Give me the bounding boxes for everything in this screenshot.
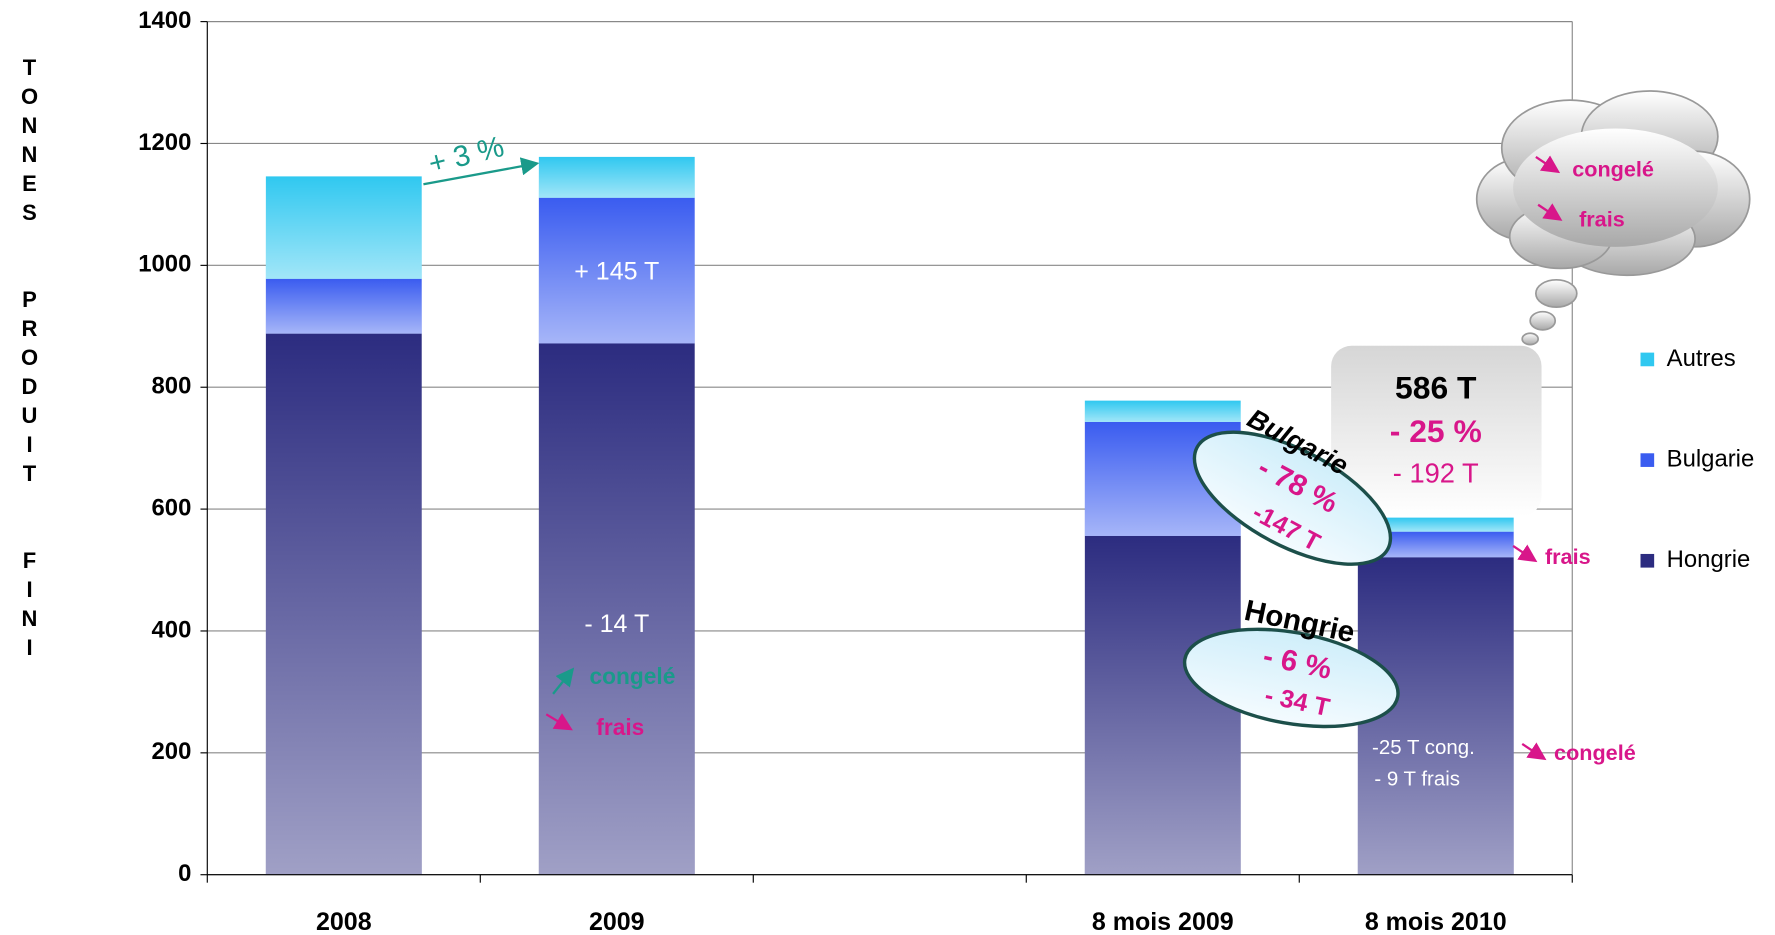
y-tick-label: 600 [152, 494, 192, 521]
x-tick-label: 2009 [589, 908, 645, 935]
ellipse [1192, 430, 1393, 566]
annotation: - 192 T [1393, 458, 1479, 489]
bar-segment [265, 176, 422, 279]
bar-segment [538, 156, 695, 198]
x-tick-label: 2008 [316, 908, 372, 935]
bar-segment [265, 278, 422, 334]
bar-segment [1084, 535, 1241, 875]
y-axis-label: TONNES PRODUIT FINI [17, 55, 42, 664]
annotation: congelé [1572, 156, 1654, 181]
arrow [545, 713, 573, 731]
annotation: -25 T cong. [1372, 736, 1475, 759]
axes [206, 21, 1573, 876]
legend-swatch [1640, 553, 1655, 568]
y-tick-label: 400 [152, 616, 192, 643]
arrow [1521, 742, 1547, 761]
annotation: congelé [589, 663, 675, 689]
y-tick-label: 1400 [138, 7, 191, 34]
legend-label: Autres [1667, 345, 1736, 372]
bar-segment [265, 333, 422, 875]
annotation: frais [1545, 544, 1591, 569]
x-tick-label: 8 mois 2010 [1365, 908, 1507, 935]
cloud [1475, 90, 1751, 346]
annotation: - 9 T frais [1374, 768, 1460, 791]
arrow [423, 157, 540, 186]
arrow [1535, 155, 1561, 174]
annotation: frais [1579, 206, 1625, 231]
y-tick-label: 1200 [138, 129, 191, 156]
legend-swatch [1640, 352, 1655, 367]
legend: Autres Bulgarie Hongrie [1640, 345, 1755, 573]
legend-label: Bulgarie [1667, 445, 1755, 472]
legend-swatch [1640, 453, 1655, 467]
x-tick-label: 8 mois 2009 [1092, 908, 1234, 935]
arrow [1512, 544, 1538, 563]
annotation: frais [596, 714, 644, 740]
bar-segment [538, 343, 695, 875]
annotation: + 145 T [574, 258, 659, 286]
annotation: - 25 % [1390, 413, 1482, 449]
callout-box [1331, 345, 1542, 517]
arrow [1537, 203, 1563, 221]
arrow [552, 667, 575, 695]
annotation: + 3 % [425, 130, 507, 181]
annotation: congelé [1554, 740, 1636, 765]
y-tick-label: 1000 [138, 251, 191, 278]
annotation: 586 T [1395, 370, 1477, 406]
ellipse [1182, 627, 1400, 729]
y-tick-label: 800 [152, 373, 192, 400]
legend-label: Hongrie [1667, 546, 1751, 573]
y-tick-label: 200 [152, 738, 192, 765]
y-tick-label: 0 [178, 860, 191, 887]
bar-segment [1084, 400, 1241, 422]
annotation: - 14 T [584, 610, 649, 638]
